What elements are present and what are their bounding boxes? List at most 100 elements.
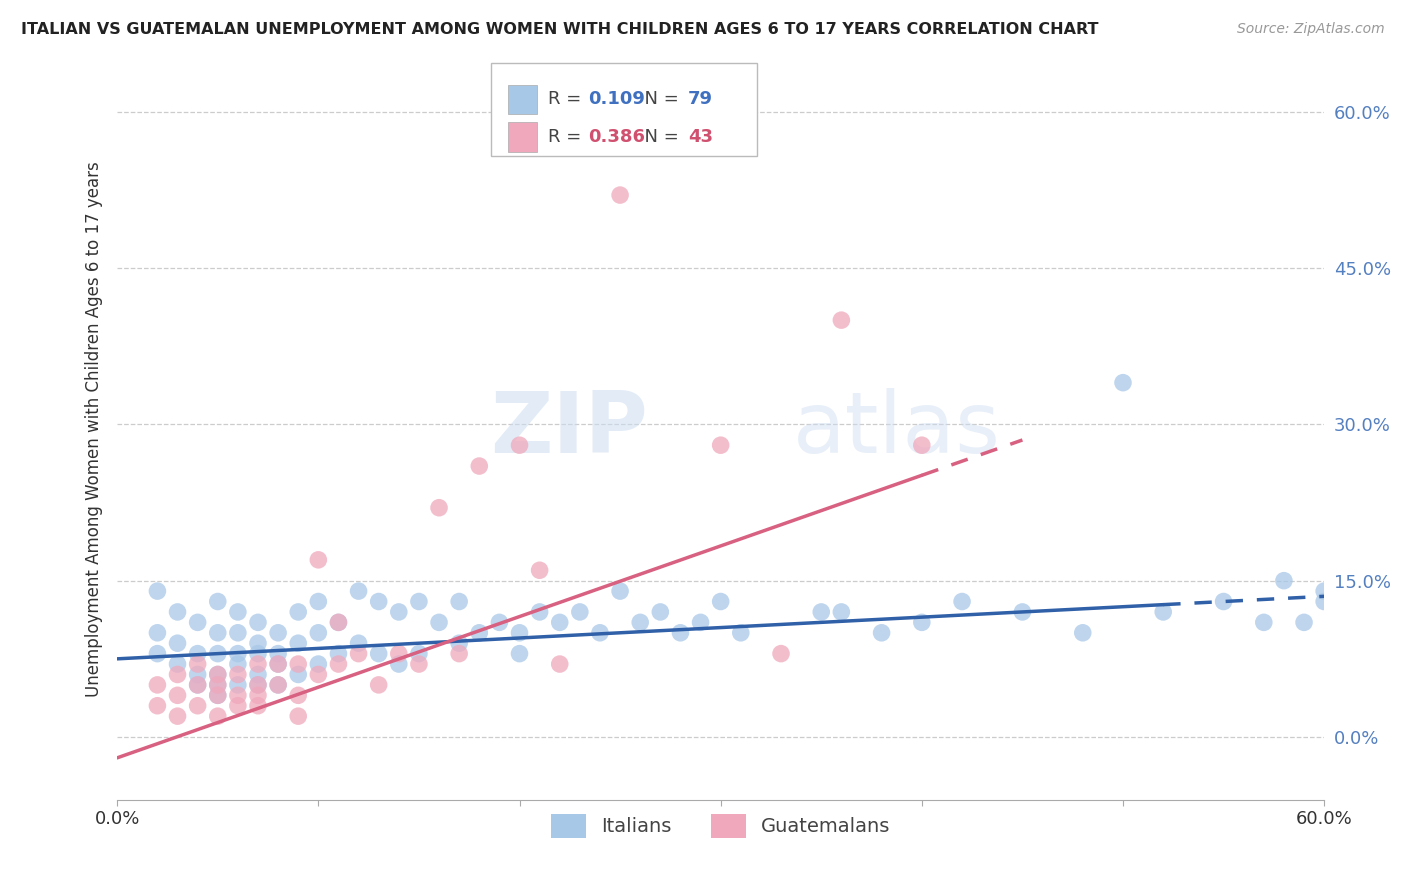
Point xyxy=(830,605,852,619)
Point xyxy=(207,688,229,702)
Text: 43: 43 xyxy=(688,128,713,145)
Point xyxy=(247,678,270,692)
Point xyxy=(529,605,551,619)
Point xyxy=(226,657,249,671)
Point xyxy=(287,657,309,671)
Point xyxy=(1253,615,1275,630)
Point xyxy=(207,647,229,661)
Point xyxy=(548,657,571,671)
Point xyxy=(730,625,752,640)
Point xyxy=(207,594,229,608)
Point xyxy=(830,313,852,327)
Point xyxy=(226,625,249,640)
Point xyxy=(347,647,370,661)
Point xyxy=(449,636,471,650)
Point xyxy=(367,678,389,692)
Point xyxy=(408,647,430,661)
Point xyxy=(247,657,270,671)
Point xyxy=(146,647,169,661)
Point xyxy=(287,688,309,702)
Point xyxy=(347,636,370,650)
Point xyxy=(347,584,370,599)
Point xyxy=(247,636,270,650)
Point xyxy=(449,647,471,661)
Point xyxy=(226,678,249,692)
Point xyxy=(146,678,169,692)
Point xyxy=(710,594,733,608)
Point xyxy=(427,500,450,515)
Point xyxy=(468,458,491,473)
Text: 79: 79 xyxy=(688,90,713,108)
Point xyxy=(187,678,209,692)
Point xyxy=(187,657,209,671)
Point xyxy=(1272,574,1295,588)
Point xyxy=(367,594,389,608)
Point xyxy=(1011,605,1033,619)
Point xyxy=(449,594,471,608)
Text: ITALIAN VS GUATEMALAN UNEMPLOYMENT AMONG WOMEN WITH CHILDREN AGES 6 TO 17 YEARS : ITALIAN VS GUATEMALAN UNEMPLOYMENT AMONG… xyxy=(21,22,1098,37)
Point xyxy=(650,605,672,619)
FancyBboxPatch shape xyxy=(508,122,537,152)
Text: 0.109: 0.109 xyxy=(588,90,645,108)
Point xyxy=(328,615,350,630)
Point xyxy=(508,438,530,452)
Point xyxy=(267,647,290,661)
Text: 0.386: 0.386 xyxy=(588,128,645,145)
Point xyxy=(1313,594,1336,608)
Point xyxy=(548,615,571,630)
Point xyxy=(247,647,270,661)
Point xyxy=(669,625,692,640)
Point xyxy=(207,688,229,702)
Point xyxy=(267,678,290,692)
Point xyxy=(427,615,450,630)
Point xyxy=(1152,605,1174,619)
Point xyxy=(247,667,270,681)
Point xyxy=(628,615,651,630)
Point xyxy=(166,636,188,650)
Point xyxy=(408,657,430,671)
Point xyxy=(226,688,249,702)
Point xyxy=(1212,594,1234,608)
Point xyxy=(529,563,551,577)
Point xyxy=(568,605,591,619)
Y-axis label: Unemployment Among Women with Children Ages 6 to 17 years: Unemployment Among Women with Children A… xyxy=(86,161,103,698)
Text: R =: R = xyxy=(548,128,588,145)
Point xyxy=(187,667,209,681)
Point xyxy=(710,438,733,452)
Point xyxy=(226,605,249,619)
Point xyxy=(307,625,329,640)
Point xyxy=(207,667,229,681)
Point xyxy=(367,647,389,661)
Point xyxy=(226,667,249,681)
Point xyxy=(388,647,411,661)
Point xyxy=(207,667,229,681)
Legend: Italians, Guatemalans: Italians, Guatemalans xyxy=(543,806,898,846)
Point xyxy=(307,553,329,567)
Point xyxy=(146,625,169,640)
FancyBboxPatch shape xyxy=(508,85,537,114)
Point xyxy=(911,615,934,630)
Point xyxy=(267,625,290,640)
Point xyxy=(508,647,530,661)
Point xyxy=(146,698,169,713)
Text: atlas: atlas xyxy=(793,388,1001,471)
Point xyxy=(689,615,711,630)
Point xyxy=(388,657,411,671)
Point xyxy=(247,688,270,702)
Point xyxy=(287,709,309,723)
Point xyxy=(247,678,270,692)
Point xyxy=(207,678,229,692)
Point xyxy=(207,678,229,692)
Point xyxy=(870,625,893,640)
Point xyxy=(166,688,188,702)
Point xyxy=(1292,615,1315,630)
Text: N =: N = xyxy=(633,90,685,108)
Point xyxy=(247,698,270,713)
Point xyxy=(267,657,290,671)
Point xyxy=(207,625,229,640)
Point xyxy=(267,678,290,692)
Point xyxy=(267,657,290,671)
Point xyxy=(307,657,329,671)
FancyBboxPatch shape xyxy=(491,63,756,156)
Point xyxy=(166,657,188,671)
